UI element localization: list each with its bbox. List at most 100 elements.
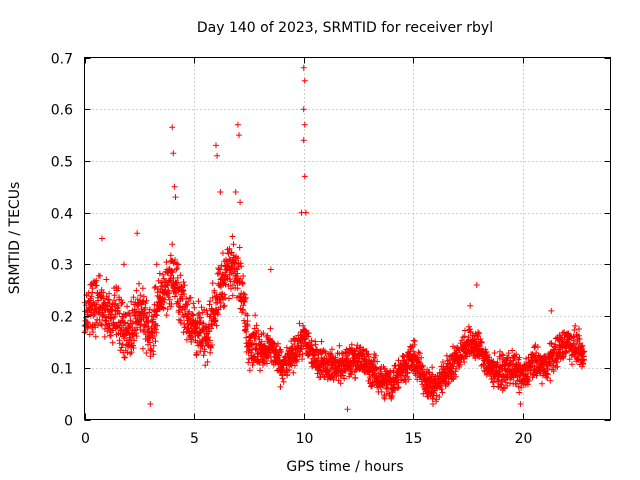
data-point xyxy=(342,366,348,373)
data-point xyxy=(229,233,236,240)
data-point xyxy=(93,282,100,289)
data-point xyxy=(438,386,445,393)
data-point xyxy=(200,320,207,327)
data-point xyxy=(478,339,485,346)
data-point xyxy=(544,374,551,381)
data-point xyxy=(297,346,304,353)
data-point xyxy=(214,311,221,318)
data-point xyxy=(178,291,185,298)
data-point xyxy=(425,369,432,375)
data-point xyxy=(502,379,509,386)
data-point xyxy=(133,333,140,340)
data-point xyxy=(336,342,343,349)
data-point xyxy=(147,401,154,407)
data-point xyxy=(236,132,242,139)
data-point xyxy=(128,298,135,305)
data-point xyxy=(301,77,308,84)
data-point xyxy=(209,342,215,348)
data-point xyxy=(139,285,146,292)
data-point xyxy=(206,301,213,308)
data-point xyxy=(308,337,315,344)
data-point xyxy=(165,294,172,301)
data-point xyxy=(106,326,113,333)
data-point xyxy=(100,289,107,296)
data-point xyxy=(167,275,174,282)
data-point xyxy=(237,260,244,267)
data-point xyxy=(291,362,298,369)
data-point xyxy=(318,338,325,345)
data-point xyxy=(146,306,153,313)
data-point xyxy=(348,341,355,348)
data-point xyxy=(143,350,150,356)
data-point xyxy=(213,142,219,149)
data-point xyxy=(121,354,128,361)
data-point xyxy=(88,293,95,300)
data-point xyxy=(499,351,505,358)
data-point xyxy=(171,183,178,190)
data-point xyxy=(290,369,297,376)
data-point xyxy=(145,317,152,324)
data-point xyxy=(189,311,196,318)
data-point xyxy=(569,361,575,368)
data-point xyxy=(275,352,282,359)
x-tick-label: 10 xyxy=(296,431,314,447)
data-point xyxy=(118,300,125,307)
data-point xyxy=(547,377,554,384)
data-point xyxy=(226,245,233,252)
data-point xyxy=(207,344,214,351)
data-point xyxy=(246,367,253,374)
data-point xyxy=(187,294,194,301)
data-point xyxy=(84,319,91,325)
data-point xyxy=(476,330,483,337)
data-point xyxy=(237,275,244,282)
data-point xyxy=(562,350,569,356)
data-point xyxy=(415,349,422,356)
data-point xyxy=(579,363,586,370)
data-point xyxy=(408,344,415,351)
data-point xyxy=(213,322,220,329)
data-point xyxy=(387,368,394,375)
data-point xyxy=(402,378,409,385)
data-point xyxy=(118,344,125,351)
data-point xyxy=(199,342,206,349)
data-point xyxy=(509,347,516,354)
y-tick-label: 0 xyxy=(64,414,73,430)
data-point xyxy=(188,338,195,345)
data-point xyxy=(264,332,271,339)
data-point xyxy=(467,328,474,335)
data-point xyxy=(264,360,270,367)
data-point xyxy=(278,348,285,355)
data-point xyxy=(575,356,582,363)
data-point xyxy=(572,322,579,329)
data-point xyxy=(206,337,213,344)
data-point xyxy=(416,359,423,365)
data-point xyxy=(580,356,587,363)
data-point xyxy=(127,336,134,343)
data-point xyxy=(494,359,501,366)
data-point xyxy=(534,344,541,350)
data-point xyxy=(86,331,93,338)
data-point xyxy=(169,269,176,276)
data-point xyxy=(95,297,102,304)
data-point xyxy=(129,332,136,339)
data-point xyxy=(430,401,436,407)
data-point xyxy=(359,353,366,360)
data-point xyxy=(190,300,197,307)
data-point xyxy=(372,352,379,359)
data-point xyxy=(453,365,460,372)
data-point xyxy=(580,360,587,367)
data-point xyxy=(133,330,140,337)
data-point xyxy=(241,291,248,298)
data-point xyxy=(429,364,436,371)
data-point xyxy=(419,363,426,370)
data-point xyxy=(200,352,207,359)
data-point xyxy=(340,372,346,379)
data-point xyxy=(400,358,407,364)
data-point xyxy=(194,325,200,332)
data-point xyxy=(166,290,173,297)
data-point xyxy=(381,395,388,402)
data-point xyxy=(238,263,245,270)
data-point xyxy=(286,366,293,373)
data-point xyxy=(267,266,274,273)
